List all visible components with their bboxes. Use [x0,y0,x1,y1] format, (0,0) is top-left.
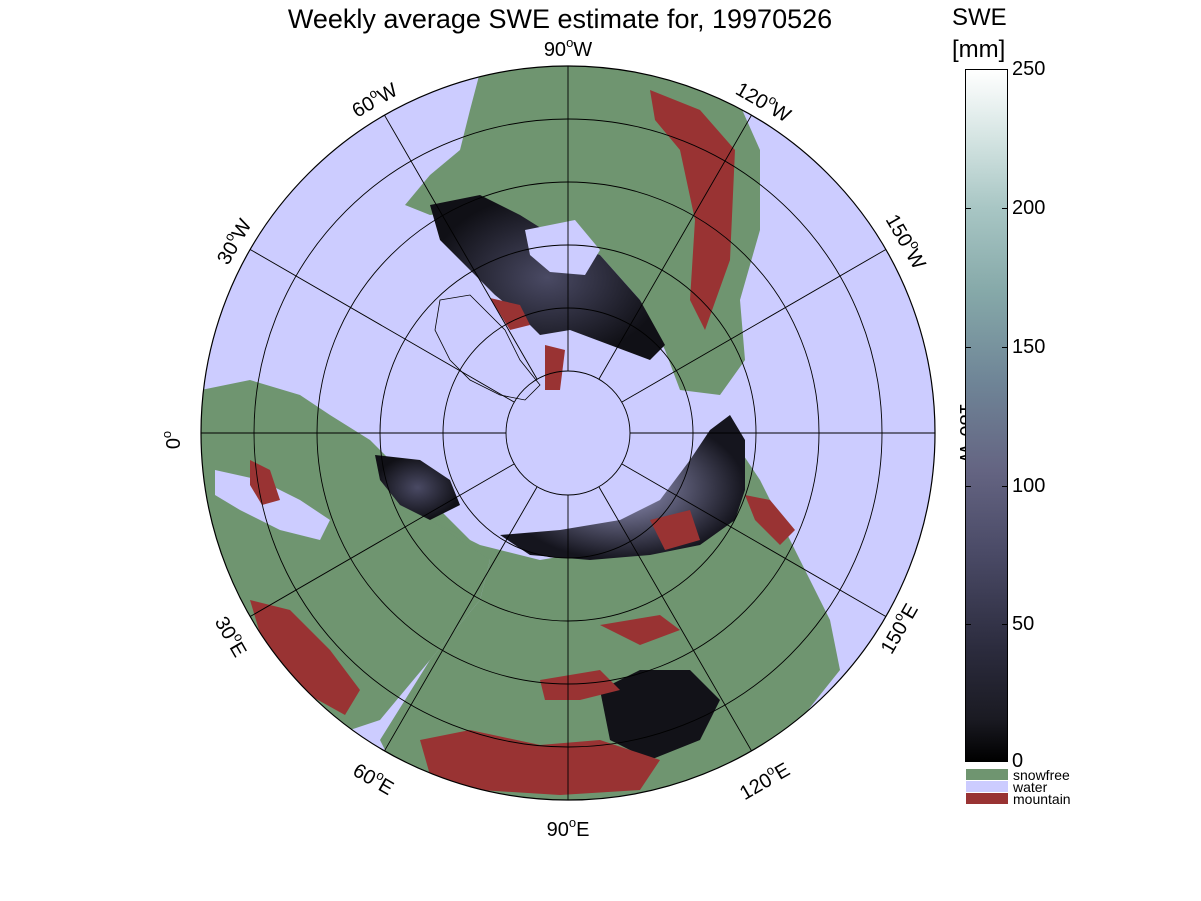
colorbar-mark [1002,624,1008,625]
colorbar-tick-100: 100 [1012,475,1046,497]
legend-label-snowfree: snowfree [1013,767,1070,783]
canadian-arctic-snow [430,195,665,360]
lon-label-150e: 150oE [873,598,922,658]
lon-label-90e: 90oE [547,815,590,841]
colorbar-mark [1002,486,1008,487]
colorbar-tick-0: 0 [1012,750,1024,772]
mountain-areas [250,90,795,795]
colorbar-title: SWE [mm] [952,4,1007,63]
legend-label-mountain: mountain [1013,791,1071,807]
lon-label-90w: 90oW [544,35,592,61]
lon-label-120e: 120oE [734,755,794,804]
mediterranean-sea [215,470,330,540]
colorbar-mark [965,208,971,209]
legend-swatch-mountain [966,793,1008,804]
colorbar-mark [965,624,971,625]
legend-label-water: water [1013,779,1048,795]
hudson-bay [525,220,600,275]
lon-label-30e: 30oE [210,611,254,661]
greenland-landmass [434,294,541,401]
lon-label-60e: 60oE [349,756,399,800]
colorbar-mark [1002,208,1008,209]
meridian-lines [201,66,935,800]
central-asia-snow [600,670,720,760]
colorbar-mark [1002,347,1008,348]
colorbar-mark [965,347,971,348]
legend-swatch-water [966,781,1008,792]
swe-colorbar [965,69,1008,762]
map-title: Weekly average SWE estimate for, 1997052… [287,4,833,34]
legend-swatch-snowfree [966,769,1008,780]
map-boundary [200,65,936,801]
north-america-landmass [405,66,760,395]
colorbar-tick-250: 250 [1012,58,1046,80]
colorbar-tick-200: 200 [1012,197,1046,219]
colorbar-tick-50: 50 [1012,613,1035,635]
colorbar-mark [965,486,971,487]
scandinavia-snow [375,455,460,520]
colorbar-tick-150: 150 [1012,336,1046,358]
lon-label-0: 0o [159,431,185,449]
